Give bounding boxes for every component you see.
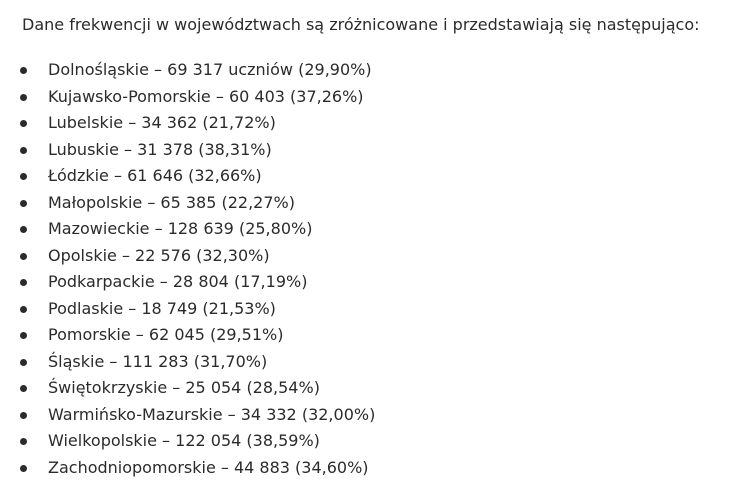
bullet-icon xyxy=(20,146,27,154)
bullet-icon xyxy=(20,67,27,74)
list-item-text: Małopolskie – 65 385 (22,27%) xyxy=(48,192,295,212)
bullet-icon xyxy=(20,358,27,366)
bullet-icon xyxy=(20,173,27,180)
list-item-text: Zachodniopomorskie – 44 883 (34,60%) xyxy=(48,457,369,477)
list-item-text: Mazowieckie – 128 639 (25,80%) xyxy=(48,219,313,238)
bullet-icon xyxy=(20,305,27,313)
bullet-icon xyxy=(20,252,27,260)
list-item-text: Podkarpackie – 28 804 (17,19%) xyxy=(48,272,308,291)
bullet-icon xyxy=(20,385,27,392)
bullet-icon xyxy=(20,93,27,101)
bullet-icon xyxy=(20,438,27,445)
bullet-icon xyxy=(20,411,27,419)
list-item-text: Dolnośląskie – 69 317 uczniów (29,90%) xyxy=(48,60,372,79)
list-item-text: Śląskie – 111 283 (31,70%) xyxy=(48,351,268,371)
bullet-icon xyxy=(20,226,27,233)
list-item-text: Podlaskie – 18 749 (21,53%) xyxy=(48,298,276,318)
list-item-text: Kujawsko-Pomorskie – 60 403 (37,26%) xyxy=(48,86,364,106)
list-item-text: Łódzkie – 61 646 (32,66%) xyxy=(48,166,262,185)
list-item-text: Świętokrzyskie – 25 054 (28,54%) xyxy=(48,378,320,397)
list-item-text: Pomorskie – 62 045 (29,51%) xyxy=(48,325,284,344)
bullet-icon xyxy=(20,464,27,472)
bullet-icon xyxy=(20,199,27,207)
list-item-text: Warmińsko-Mazurskie – 34 332 (32,00%) xyxy=(48,404,376,424)
bullet-icon xyxy=(20,120,27,127)
list-item-text: Opolskie – 22 576 (32,30%) xyxy=(48,245,270,265)
list-item-text: Wielkopolskie – 122 054 (38,59%) xyxy=(48,431,320,450)
bullet-icon xyxy=(20,279,27,286)
bullet-icon xyxy=(20,332,27,339)
list-item-text: Lubuskie – 31 378 (38,31%) xyxy=(48,139,272,159)
list-item-text: Lubelskie – 34 362 (21,72%) xyxy=(48,113,276,132)
intro-paragraph: Dane frekwencji w województwach są zróżn… xyxy=(22,15,700,34)
